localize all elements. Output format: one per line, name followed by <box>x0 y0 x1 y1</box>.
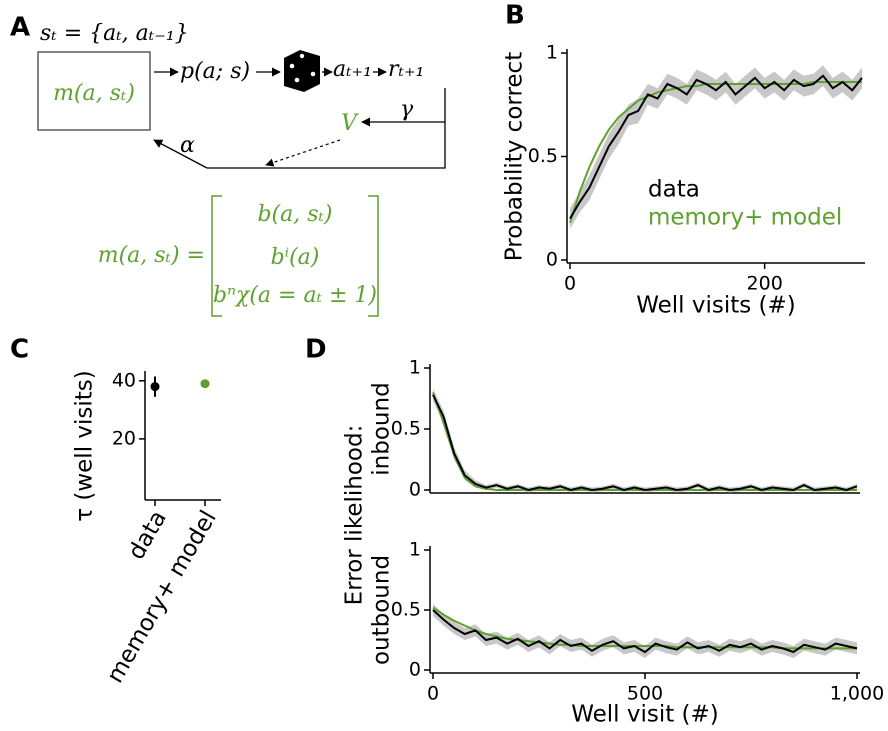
x-tick-label: 200 <box>747 273 783 295</box>
x-tick-label: 0 <box>564 273 576 295</box>
x-axis-label: Well visit (#) <box>571 702 719 728</box>
memory-box <box>37 51 151 131</box>
y-tick-label: 0 <box>409 659 421 681</box>
panel-label: D <box>305 335 327 365</box>
action-label: aₜ₊₁ <box>333 57 372 82</box>
y-tick-label: 20 <box>112 427 136 449</box>
series-line <box>432 392 857 491</box>
y-tick-label: 40 <box>112 369 136 391</box>
memory-label: m(a, sₜ) <box>53 81 135 106</box>
y-tick-label: 0 <box>409 479 421 501</box>
y-axis-label: inbound <box>369 382 395 475</box>
reward-label: rₜ₊₁ <box>388 57 424 82</box>
y-tick-label: 0.5 <box>391 599 421 621</box>
legend-entry: memory+ model <box>648 205 842 231</box>
panel-label: C <box>10 335 29 365</box>
y-axis-label: τ (well visits) <box>72 370 98 522</box>
y-tick-label: 0 <box>546 249 558 271</box>
y-tick-label: 0.5 <box>391 418 421 440</box>
series-line <box>432 609 858 654</box>
dice-icon <box>284 50 320 92</box>
y-axis-label: Error likelihood: <box>342 425 368 606</box>
y-tick-label: 1 <box>546 42 558 64</box>
equation-lhs: m(a, sₜ) = <box>98 243 205 268</box>
legend-entry: data <box>648 177 700 203</box>
diagram: A sₜ = {aₜ, aₜ₋₁} m(a, sₜ) p(a; s) aₜ₊₁ … <box>10 13 446 317</box>
series-line <box>432 606 857 650</box>
x-tick-label: data <box>123 506 171 564</box>
gamma-label: γ <box>400 97 414 122</box>
x-tick-label: 0 <box>427 683 439 705</box>
point <box>200 379 210 389</box>
policy-label: p(a; s) <box>180 59 250 84</box>
x-axis-label: Well visits (#) <box>636 293 796 319</box>
matrix-row: bⁱ(a) <box>271 245 320 270</box>
arrow <box>153 139 208 169</box>
y-tick-label: 0.5 <box>528 145 558 167</box>
matrix-row: b(a, sₜ) <box>257 202 332 227</box>
bracket <box>211 195 222 317</box>
dotted-arrow <box>265 139 341 167</box>
y-tick-label: 1 <box>409 357 421 379</box>
x-tick-label: 1,000 <box>830 683 884 705</box>
error-band <box>433 388 857 493</box>
point <box>150 382 160 392</box>
panel-label: B <box>505 1 525 31</box>
value-label: V <box>341 111 359 136</box>
series-line <box>569 74 863 220</box>
alpha-label: α <box>180 133 195 158</box>
y-axis-label: Probability correct <box>502 52 528 261</box>
series-line <box>432 394 858 492</box>
panel-label: A <box>10 13 30 43</box>
series-line <box>569 80 862 224</box>
matrix-row: bⁿχ(a = aₜ ± 1) <box>213 283 377 308</box>
bracket <box>368 195 379 317</box>
y-tick-label: 1 <box>409 539 421 561</box>
state-label: sₜ = {aₜ, aₜ₋₁} <box>40 21 189 46</box>
error-band <box>570 65 862 229</box>
x-tick-label: 500 <box>627 683 663 705</box>
feedback-line <box>207 88 446 169</box>
y-axis-label: outbound <box>369 555 395 665</box>
error-band <box>433 604 857 658</box>
